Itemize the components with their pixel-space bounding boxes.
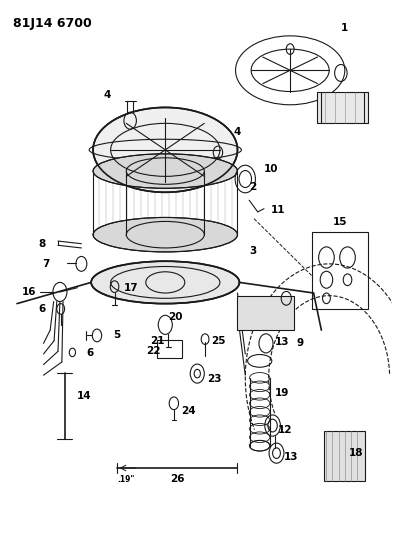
Text: 20: 20 [168,312,182,322]
Text: 19: 19 [275,387,290,398]
Bar [325,431,365,481]
Text: 12: 12 [277,425,292,435]
Text: 6: 6 [39,304,46,314]
Text: 25: 25 [211,336,225,346]
Ellipse shape [93,108,237,192]
Text: .19": .19" [117,475,134,484]
Text: 11: 11 [271,205,286,215]
Text: 10: 10 [263,165,278,174]
Text: 9: 9 [296,338,303,349]
Text: 23: 23 [207,374,221,384]
Text: 17: 17 [124,282,138,293]
Text: 1: 1 [341,23,349,33]
Text: 7: 7 [42,259,50,269]
Bar [237,296,294,330]
Text: 16: 16 [22,287,37,297]
Text: 4: 4 [234,127,241,138]
Text: 15: 15 [332,217,347,228]
Text: 24: 24 [182,406,196,416]
Text: 8: 8 [39,239,46,249]
Text: 13: 13 [284,453,298,463]
Text: 2: 2 [250,182,257,192]
Text: 22: 22 [146,346,161,357]
Bar [318,92,368,123]
Ellipse shape [91,261,239,304]
Text: 26: 26 [171,474,185,483]
Text: 13: 13 [274,337,289,348]
Text: 4: 4 [103,90,110,100]
Text: 3: 3 [250,246,257,256]
Text: 6: 6 [87,349,94,359]
Text: 18: 18 [349,448,363,458]
Bar [312,232,368,309]
Text: 5: 5 [113,330,120,341]
Bar [158,340,182,358]
Text: 14: 14 [77,391,92,401]
Text: 21: 21 [150,336,165,346]
Ellipse shape [93,154,237,188]
Text: 81J14 6700: 81J14 6700 [13,17,92,30]
Ellipse shape [93,217,237,252]
